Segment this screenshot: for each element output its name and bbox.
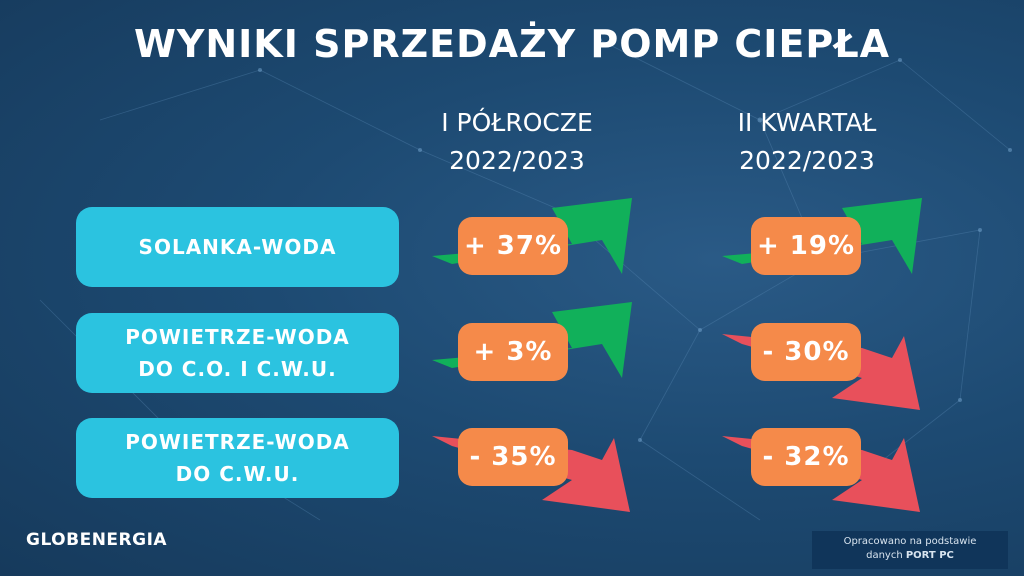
trend-down-arrow-icon <box>722 436 920 512</box>
source-line2: danych PORT PC <box>812 549 1008 563</box>
column-header-h1: I PÓŁROCZE 2022/2023 <box>407 104 627 180</box>
column-header-line2: 2022/2023 <box>449 146 585 175</box>
value-q2-solanka-woda: + 19% <box>751 217 861 275</box>
category-label: POWIETRZE-WODA <box>125 325 350 349</box>
source-name: PORT PC <box>905 550 954 561</box>
trend-down-arrow-icon <box>432 436 630 512</box>
value-h1-solanka-woda: + 37% <box>458 217 568 275</box>
page-title: WYNIKI SPRZEDAŻY POMP CIEPŁA <box>133 22 891 66</box>
column-header-q2: II KWARTAŁ 2022/2023 <box>697 104 917 180</box>
value-q2-powietrze-woda-co-cwu: - 30% <box>751 323 861 381</box>
trend-down-arrow-icon <box>722 334 920 410</box>
category-label: SOLANKA-WODA <box>138 235 337 259</box>
source-note: Opracowano na podstawie danych PORT PC <box>812 531 1008 569</box>
source-prefix: danych <box>866 550 906 561</box>
globenergia-logo: GLOBENERGIA <box>26 530 168 550</box>
category-solanka-woda: SOLANKA-WODA <box>76 207 399 287</box>
category-sublabel: DO C.O. I C.W.U. <box>138 357 337 381</box>
category-powietrze-woda-co-cwu: POWIETRZE-WODA DO C.O. I C.W.U. <box>76 313 399 393</box>
column-header-line1: II KWARTAŁ <box>737 108 877 137</box>
category-powietrze-woda-cwu: POWIETRZE-WODA DO C.W.U. <box>76 418 399 498</box>
value-h1-powietrze-woda-cwu: - 35% <box>458 428 568 486</box>
category-sublabel: DO C.W.U. <box>175 462 300 486</box>
value-h1-powietrze-woda-co-cwu: + 3% <box>458 323 568 381</box>
column-header-line2: 2022/2023 <box>739 146 875 175</box>
source-line1: Opracowano na podstawie <box>843 536 977 547</box>
column-header-line1: I PÓŁROCZE <box>441 108 593 137</box>
value-q2-powietrze-woda-cwu: - 32% <box>751 428 861 486</box>
category-label: POWIETRZE-WODA <box>125 430 350 454</box>
